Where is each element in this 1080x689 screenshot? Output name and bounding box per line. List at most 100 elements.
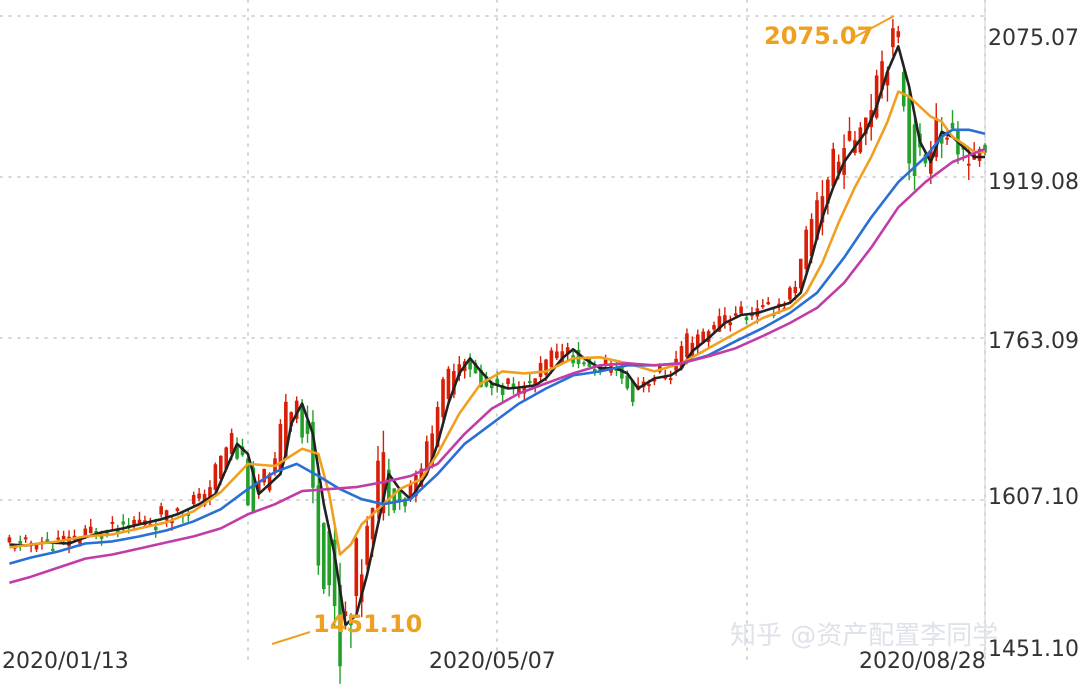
candle-up bbox=[359, 574, 364, 603]
candle-up bbox=[555, 351, 559, 359]
candle-down bbox=[468, 361, 472, 370]
candle-down bbox=[321, 523, 326, 590]
candle-up bbox=[170, 521, 174, 524]
candle-down bbox=[495, 378, 500, 386]
candle-up bbox=[533, 378, 537, 385]
candle-down bbox=[186, 513, 191, 516]
candle-up bbox=[191, 495, 196, 505]
candle-up bbox=[424, 441, 429, 469]
candle-up bbox=[966, 163, 971, 166]
candle-up bbox=[164, 510, 169, 521]
candle-up bbox=[197, 493, 201, 499]
candle-down bbox=[246, 458, 250, 506]
high-annotation-label: 2075.07 bbox=[764, 22, 873, 50]
candle-up bbox=[414, 474, 418, 497]
y-tick-label: 1763.09 bbox=[988, 329, 1079, 354]
candle-up bbox=[804, 229, 808, 270]
ma-line-blue bbox=[9, 128, 986, 565]
candle-up bbox=[723, 315, 727, 324]
candle-up bbox=[658, 364, 662, 373]
candle-down bbox=[511, 383, 516, 389]
candle-up bbox=[376, 460, 380, 512]
candle-down bbox=[99, 534, 104, 539]
candle-up bbox=[685, 333, 689, 358]
ma-line-orange bbox=[9, 90, 985, 556]
candle-up bbox=[175, 508, 180, 512]
candle-down bbox=[240, 446, 245, 456]
candle-up bbox=[88, 526, 93, 534]
candle-up bbox=[430, 433, 434, 466]
y-tick-label: 1919.08 bbox=[988, 170, 1079, 195]
candle-down bbox=[403, 498, 407, 507]
y-tick-label: 2075.07 bbox=[988, 26, 1079, 51]
candle-up bbox=[229, 433, 234, 454]
low-annotation-line bbox=[271, 631, 311, 645]
candle-up bbox=[354, 538, 359, 596]
x-axis-labels: 2020/01/13 2020/05/07 2020/08/28 bbox=[2, 649, 986, 674]
candle-down bbox=[311, 421, 315, 488]
candle-up bbox=[343, 611, 348, 616]
candle-down bbox=[907, 96, 911, 164]
candle-up bbox=[934, 117, 939, 158]
candle-up bbox=[977, 149, 982, 161]
candle-up bbox=[945, 137, 949, 140]
grid-layer bbox=[0, 0, 986, 661]
candle-down bbox=[94, 530, 98, 533]
candle-up bbox=[847, 130, 852, 141]
candle-down bbox=[901, 71, 906, 107]
moving-average-layer bbox=[9, 45, 986, 627]
candle-up bbox=[61, 535, 66, 540]
candle-down bbox=[45, 539, 50, 542]
candle-up bbox=[441, 379, 445, 418]
candle-up bbox=[408, 484, 413, 500]
candle-up bbox=[880, 61, 884, 90]
candle-up bbox=[284, 401, 288, 457]
candle-down bbox=[387, 469, 391, 504]
candle-up bbox=[761, 305, 765, 308]
candle-up bbox=[452, 371, 456, 395]
candle-up bbox=[219, 455, 223, 479]
candle-down bbox=[305, 420, 310, 434]
candle-down bbox=[251, 467, 256, 512]
candle-up bbox=[370, 507, 375, 540]
candle-up bbox=[647, 384, 651, 387]
candle-up bbox=[603, 358, 608, 364]
candle-up bbox=[435, 407, 440, 448]
candle-up bbox=[446, 368, 451, 399]
candle-up bbox=[836, 161, 841, 174]
candle-up bbox=[717, 316, 722, 332]
candle-up bbox=[809, 219, 814, 257]
candle-down bbox=[153, 527, 158, 531]
candle-up bbox=[896, 31, 901, 38]
candle-up bbox=[213, 464, 218, 490]
candle-up bbox=[733, 313, 738, 316]
x-tick-label: 2020/08/28 bbox=[859, 649, 986, 674]
ma-line-magenta bbox=[9, 147, 986, 584]
annotation-layer: 2075.07 1451.10 bbox=[271, 15, 895, 645]
candle-up bbox=[885, 71, 890, 86]
candle-down bbox=[116, 529, 120, 534]
candle-up bbox=[544, 359, 548, 375]
candle-up bbox=[793, 286, 798, 294]
candle-down bbox=[338, 584, 342, 667]
candle-down bbox=[950, 122, 955, 129]
candle-up bbox=[78, 539, 82, 544]
candle-up bbox=[83, 528, 88, 538]
candle-up bbox=[750, 314, 754, 317]
candle-down bbox=[912, 124, 917, 177]
ma-line-black bbox=[9, 45, 985, 627]
candle-up bbox=[517, 388, 521, 394]
candle-up bbox=[565, 347, 570, 355]
candle-up bbox=[137, 519, 142, 524]
candle-down bbox=[479, 369, 483, 387]
candle-up bbox=[457, 364, 462, 377]
candle-down bbox=[500, 385, 505, 395]
candle-up bbox=[538, 362, 543, 377]
low-annotation-label: 1451.10 bbox=[313, 610, 422, 638]
candle-up bbox=[289, 412, 294, 427]
y-axis-labels: 2075.07 1919.08 1763.09 1607.10 1451.10 bbox=[988, 26, 1079, 662]
candle-down bbox=[18, 540, 23, 544]
candle-up bbox=[739, 306, 743, 314]
candle-up bbox=[365, 525, 369, 565]
